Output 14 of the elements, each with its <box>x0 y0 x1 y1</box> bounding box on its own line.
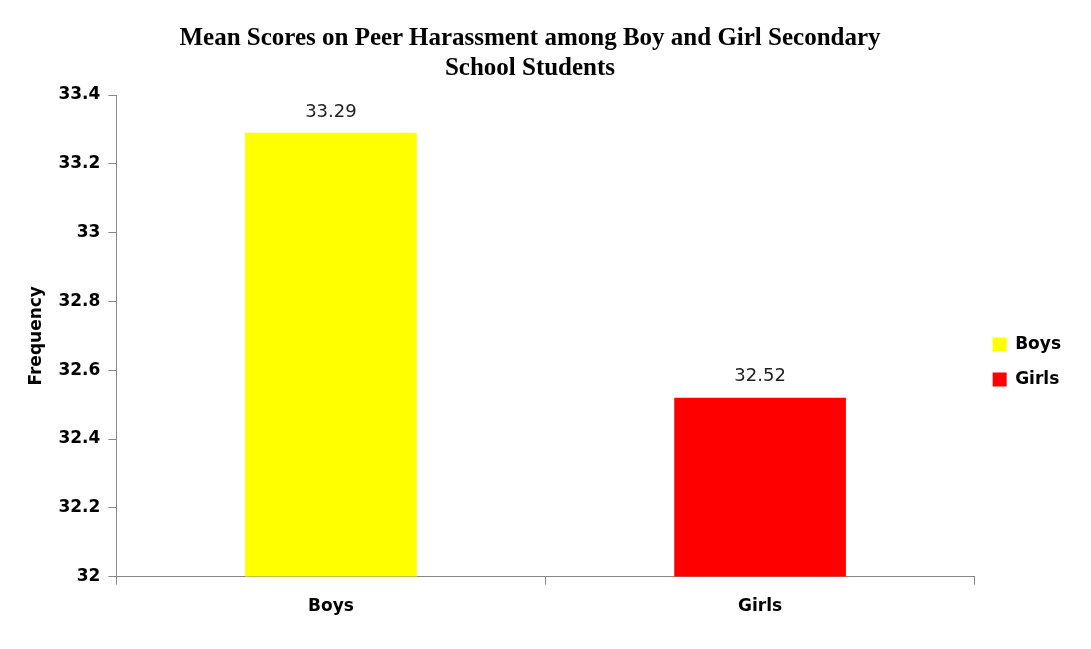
y-tick-label: 33 <box>76 221 101 242</box>
data-label: 33.29 <box>305 99 357 121</box>
y-tick-label: 33.4 <box>58 83 101 104</box>
y-tick-label: 33.2 <box>58 152 101 173</box>
y-tick-label: 32.2 <box>58 496 101 517</box>
y-tick-label: 32.8 <box>58 289 101 310</box>
y-axis-title: Frequency <box>24 286 45 386</box>
y-tick-label: 32 <box>76 565 101 586</box>
legend-label: Girls <box>1015 367 1060 388</box>
y-tick-label: 32.4 <box>58 427 101 448</box>
data-label: 32.52 <box>734 364 786 386</box>
legend-label: Boys <box>1015 332 1062 353</box>
chart-title: Mean Scores on Peer Harassment among Boy and Girl Secondary School Students <box>178 22 882 82</box>
y-tick-label: 32.6 <box>58 358 101 379</box>
